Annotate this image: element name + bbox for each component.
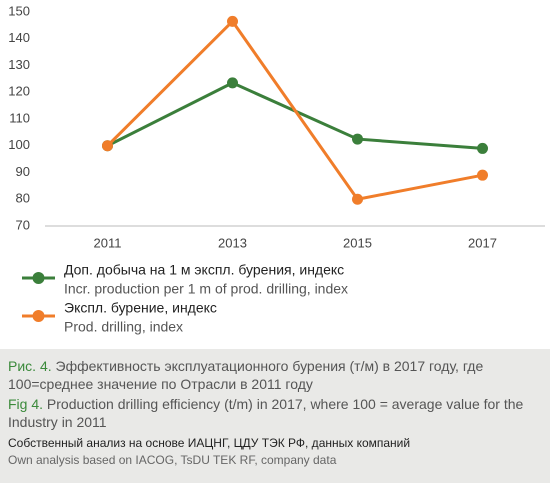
source-ru: Собственный анализ на основе ИАЦНГ, ЦДУ …: [8, 436, 411, 450]
legend-label-en: Prod. drilling, index: [64, 319, 183, 335]
caption-text: Эффективность эксплуатационного бурения …: [8, 358, 484, 392]
legend-label-en: Incr. production per 1 m of prod. drilli…: [64, 281, 348, 297]
y-tick-label: 90: [16, 164, 30, 179]
x-tick-label: 2011: [94, 235, 122, 250]
caption-label: Рис. 4.: [8, 358, 52, 374]
source-en: Own analysis based on IACOG, TsDU TEK RF…: [8, 453, 337, 467]
caption-en: Fig 4. Production drilling efficiency (t…: [8, 395, 542, 431]
legend-marker: [32, 310, 45, 322]
y-tick-label: 120: [8, 84, 30, 99]
point: [477, 169, 488, 181]
point: [227, 77, 238, 89]
legend-marker: [32, 272, 45, 284]
y-tick-label: 150: [8, 3, 30, 18]
x-tick-label: 2013: [218, 235, 247, 250]
x-tick-label: 2015: [343, 235, 372, 250]
legend-label: Доп. добыча на 1 м экспл. бурения, индек…: [64, 262, 344, 278]
caption-box: Рис. 4. Эффективность эксплуатационного …: [0, 349, 550, 483]
point: [227, 15, 238, 27]
y-tick-label: 80: [16, 191, 30, 206]
y-tick-label: 140: [8, 30, 30, 45]
y-tick-label: 110: [9, 110, 30, 125]
y-tick-label: 130: [8, 57, 30, 72]
point: [102, 140, 113, 152]
caption-label: Fig 4.: [8, 396, 44, 412]
point: [352, 133, 363, 145]
chart: 70 80 90 100 110 120 130 140 150 2011 2013 2015 2017…: [8, 3, 545, 335]
legend-label: Экспл. бурение, индекс: [64, 300, 217, 316]
point: [352, 193, 363, 205]
series-line: [106, 81, 483, 150]
caption-text: Production drilling efficiency (t/m) in …: [8, 396, 524, 430]
caption-ru: Рис. 4. Эффективность эксплуатационного …: [8, 357, 542, 393]
series-line: [106, 19, 483, 201]
point: [477, 142, 488, 154]
y-tick-label: 70: [16, 217, 30, 232]
y-tick-label: 100: [8, 137, 30, 152]
x-tick-label: 2017: [468, 235, 497, 250]
